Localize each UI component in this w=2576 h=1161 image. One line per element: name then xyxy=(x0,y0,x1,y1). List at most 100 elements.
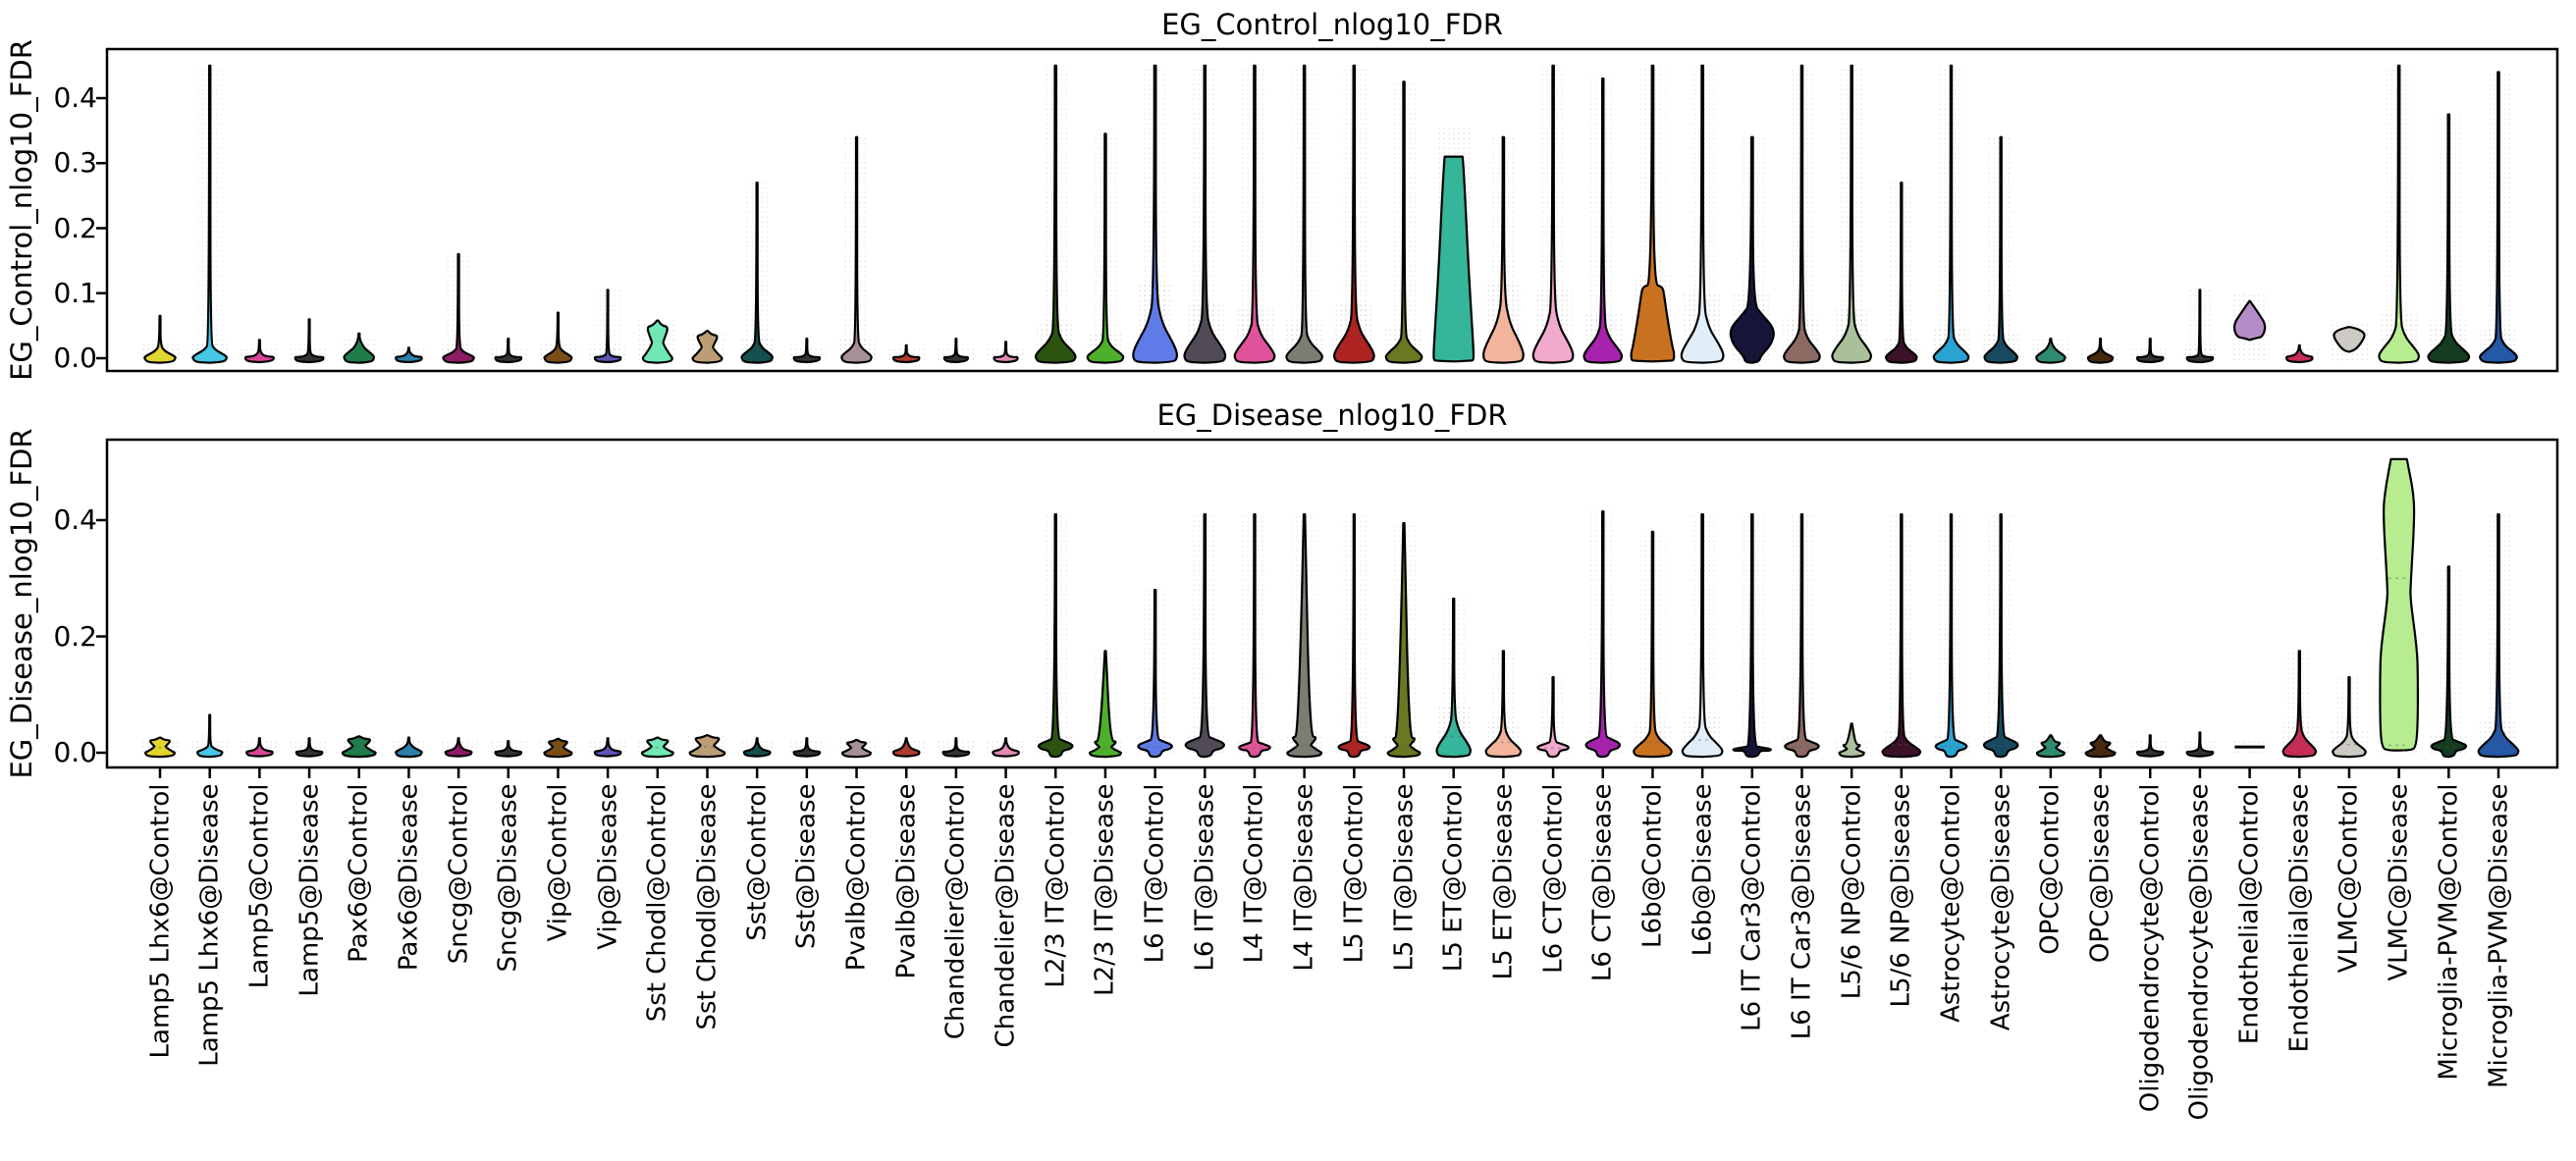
y-tick-label: 0.4 xyxy=(53,503,97,536)
x-axis-label: Sst@Control xyxy=(742,783,773,941)
violin-24 xyxy=(1333,64,1375,364)
x-axis-label: L6 CT@Disease xyxy=(1587,783,1618,981)
violin-1 xyxy=(191,64,228,364)
violin-39 xyxy=(2084,734,2117,759)
violin-38 xyxy=(2035,734,2066,759)
y-tick-label: 0.3 xyxy=(53,146,97,180)
bottom-y-axis-label: EG_Disease_nlog10_FDR xyxy=(5,428,38,779)
violin-10 xyxy=(641,319,673,364)
violin-2 xyxy=(245,737,274,758)
violin-9 xyxy=(593,737,622,758)
violin-18 xyxy=(1034,64,1077,364)
violin-2 xyxy=(243,339,275,364)
violin-7 xyxy=(494,338,523,364)
violin-46 xyxy=(2427,113,2471,364)
violin-28 xyxy=(1536,675,1570,759)
x-axis-label: VLMC@Disease xyxy=(2384,783,2414,981)
violin-3 xyxy=(295,737,324,758)
violin-35 xyxy=(1881,513,1922,759)
violin-46 xyxy=(2430,565,2468,759)
violin-47 xyxy=(2477,513,2520,759)
x-axis-label: Microglia-PVM@Disease xyxy=(2484,783,2513,1088)
violin-37 xyxy=(1982,513,2019,759)
bottom-panel-title: EG_Disease_nlog10_FDR xyxy=(1156,398,1508,432)
panel-frame-0 xyxy=(105,47,2559,373)
violin-17 xyxy=(992,737,1020,758)
violin-45 xyxy=(2379,457,2419,752)
x-axis-label: L6 IT@Disease xyxy=(1190,783,1220,972)
violin-41 xyxy=(2185,731,2215,758)
x-axis-label: L5 ET@Disease xyxy=(1488,783,1519,979)
x-axis-label: Sncg@Control xyxy=(444,783,474,964)
violin-20 xyxy=(1132,64,1178,364)
violin-26 xyxy=(1435,597,1472,759)
x-axis-label: Endothelial@Control xyxy=(2234,783,2265,1044)
violin-18 xyxy=(1038,513,1074,759)
top-panel-title: EG_Control_nlog10_FDR xyxy=(1161,8,1503,41)
violin-5 xyxy=(395,346,423,364)
x-axis-label: L5 IT@Disease xyxy=(1389,783,1420,972)
panel-frame-1 xyxy=(105,438,2559,769)
violin-43 xyxy=(2284,343,2314,364)
x-axis-label: L2/3 IT@Control xyxy=(1041,783,1071,988)
x-axis-label: Vip@Disease xyxy=(593,783,623,950)
violin-44 xyxy=(2333,326,2366,353)
violin-16 xyxy=(941,737,971,758)
violin-40 xyxy=(2135,338,2165,364)
violin-31 xyxy=(1681,513,1724,759)
x-axis-label: Pvalb@Control xyxy=(841,783,872,971)
violin-13 xyxy=(792,338,822,364)
x-axis-label: OPC@Control xyxy=(2035,783,2066,955)
x-axis-label: L6 IT Car3@Control xyxy=(1737,783,1767,1031)
violin-24 xyxy=(1337,513,1371,759)
x-axis-label: L4 IT@Disease xyxy=(1289,783,1319,972)
x-axis-label: L6b@Control xyxy=(1637,783,1668,948)
violin-39 xyxy=(2086,338,2115,364)
violin-27 xyxy=(1482,135,1525,364)
violin-27 xyxy=(1484,650,1523,759)
violin-6 xyxy=(444,737,473,758)
x-axis-label: VLMC@Control xyxy=(2334,783,2364,973)
violin-43 xyxy=(2281,650,2318,759)
violin-5 xyxy=(395,736,423,759)
x-axis-label: Lamp5 Lhx6@Control xyxy=(145,783,175,1058)
violin-42 xyxy=(2232,299,2267,342)
x-axis-label: L2/3 IT@Disease xyxy=(1090,783,1120,996)
violin-23 xyxy=(1286,513,1323,759)
x-axis-label: Microglia-PVM@Control xyxy=(2434,783,2464,1081)
violin-14 xyxy=(840,738,873,759)
violin-32 xyxy=(1729,135,1775,364)
violin-33 xyxy=(1783,64,1821,364)
violin-16 xyxy=(942,338,970,364)
x-axis-label: Lamp5 Lhx6@Disease xyxy=(194,783,225,1067)
violin-34 xyxy=(1838,722,1865,759)
violin-26 xyxy=(1432,155,1476,363)
violin-19 xyxy=(1086,132,1125,364)
x-axis-label: L6 CT@Control xyxy=(1538,783,1569,974)
violin-15 xyxy=(891,343,921,364)
violin-12 xyxy=(742,737,772,758)
x-axis-label: L5/6 NP@Disease xyxy=(1886,783,1916,1007)
violin-36 xyxy=(1934,513,1968,759)
y-tick-label: 0.0 xyxy=(53,736,97,768)
violin-8 xyxy=(543,311,573,364)
violin-38 xyxy=(2035,338,2066,364)
x-axis-label: Astrocyte@Control xyxy=(1936,783,1966,1023)
violin-3 xyxy=(294,318,325,364)
x-axis-label: Sst Chodl@Control xyxy=(642,783,672,1022)
top-y-axis-label: EG_Control_nlog10_FDR xyxy=(5,39,38,381)
violin-25 xyxy=(1384,80,1423,364)
violin-35 xyxy=(1885,182,1918,364)
y-tick-label: 0.2 xyxy=(53,619,97,653)
violin-22 xyxy=(1238,513,1271,759)
x-axis-label: L6 IT Car3@Disease xyxy=(1787,783,1817,1039)
x-axis-label: L5/6 NP@Control xyxy=(1837,783,1867,999)
violin-41 xyxy=(2185,289,2215,364)
violin-25 xyxy=(1386,521,1422,759)
violin-1 xyxy=(195,713,224,759)
y-tick-label: 0.0 xyxy=(53,342,97,374)
x-axis-label: L6b@Disease xyxy=(1688,783,1718,956)
violin-30 xyxy=(1633,530,1673,759)
